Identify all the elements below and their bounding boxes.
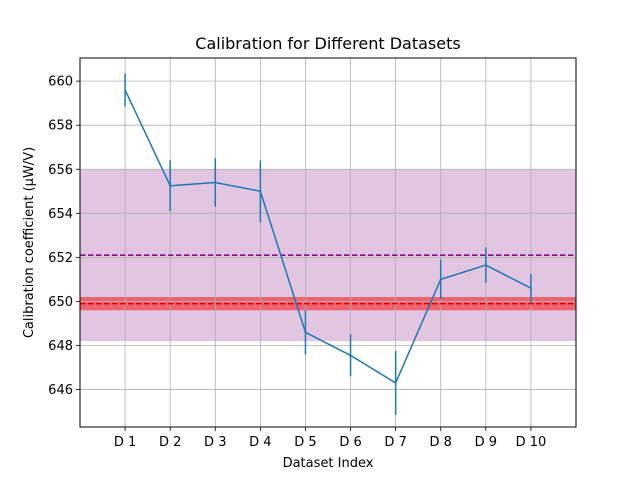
data-point xyxy=(169,184,172,187)
x-tick-label: D 10 xyxy=(516,435,547,450)
y-tick-label: 658 xyxy=(48,119,73,134)
data-point xyxy=(484,264,487,266)
y-tick-label: 650 xyxy=(48,295,73,310)
data-point xyxy=(214,181,217,184)
x-tick-label: D 5 xyxy=(294,435,316,450)
grid xyxy=(80,58,576,427)
data-point xyxy=(530,287,532,290)
y-tick-label: 656 xyxy=(48,163,73,178)
y-tick-label: 646 xyxy=(48,383,73,398)
x-tick-label: D 4 xyxy=(249,435,271,450)
data-point xyxy=(304,331,307,334)
y-tick-label: 652 xyxy=(48,251,73,266)
chart-title: Calibration for Different Datasets xyxy=(195,34,460,53)
y-axis-label: Calibration coefficient (μW/V) xyxy=(22,147,37,338)
x-axis-label: Dataset Index xyxy=(283,456,374,471)
x-tick-label: D 8 xyxy=(430,435,452,450)
x-tick-label: D 1 xyxy=(114,435,136,450)
x-tick-label: D 3 xyxy=(204,435,226,450)
y-tick-label: 660 xyxy=(48,75,73,90)
reference-lines xyxy=(80,254,576,305)
series-line xyxy=(124,89,532,384)
data-point xyxy=(124,89,126,91)
x-tick-label: D 6 xyxy=(339,435,361,450)
plot-frame xyxy=(79,57,577,428)
series xyxy=(124,73,532,415)
y-tick-label: 654 xyxy=(48,207,73,222)
y-axis: 646 648 650 652 654 656 658 660 xyxy=(48,75,80,398)
x-tick-label: D 9 xyxy=(475,435,497,450)
y-tick-label: 648 xyxy=(48,339,73,354)
x-tick-label: D 2 xyxy=(159,435,181,450)
x-tick-label: D 7 xyxy=(384,435,406,450)
data-point xyxy=(439,278,442,281)
data-point xyxy=(394,382,397,384)
data-point xyxy=(259,190,262,193)
data-point xyxy=(349,354,352,357)
x-axis: D 1 D 2 D 3 D 4 D 5 D 6 D 7 D 8 D 9 D 10 xyxy=(114,427,546,450)
